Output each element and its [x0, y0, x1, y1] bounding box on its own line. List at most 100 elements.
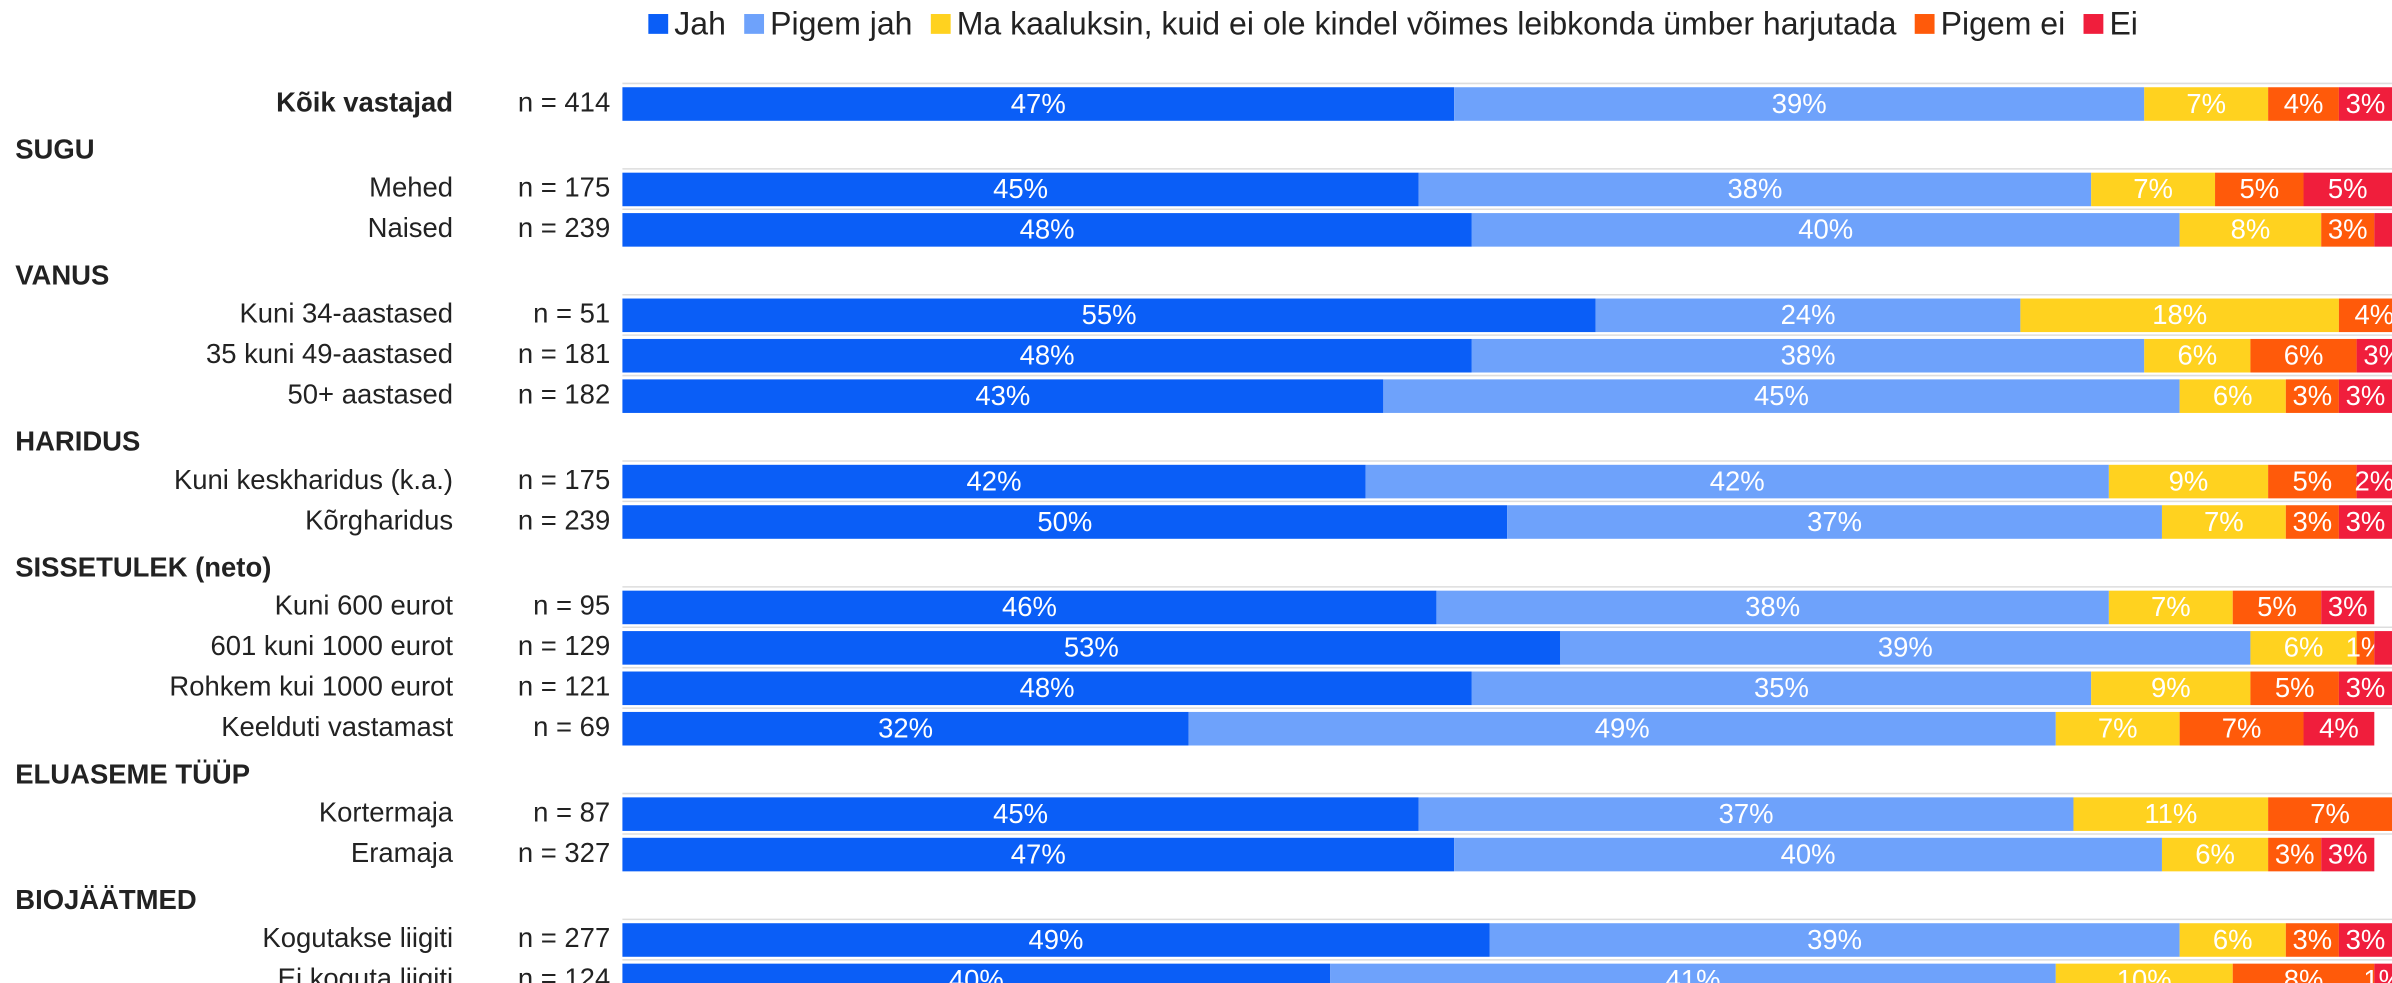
- value-label: 4%: [2284, 88, 2324, 119]
- bar-segment: [2285, 379, 2339, 413]
- bar-segment: [1507, 505, 2162, 539]
- sample-size: n = 175: [518, 464, 610, 495]
- bar-segment: [2285, 923, 2339, 957]
- bar-segment: [1560, 631, 2251, 665]
- value-label: 3%: [2328, 838, 2368, 869]
- category-label: Kortermaja: [319, 796, 454, 827]
- value-label: 3%: [2293, 506, 2333, 537]
- value-label: 3%: [2346, 88, 2386, 119]
- bar-segment: [622, 711, 1189, 746]
- category-label: 50+ aastased: [288, 378, 454, 409]
- bar-segment: [2108, 590, 2233, 625]
- legend-swatch: [2083, 14, 2104, 34]
- value-label: 42%: [1710, 465, 1765, 496]
- value-label: 4%: [2354, 299, 2392, 330]
- bar-segment: [2108, 464, 2269, 499]
- bar-segment: [2091, 671, 2251, 706]
- value-label: 41%: [1666, 964, 1721, 983]
- value-label: 3%: [2328, 591, 2368, 622]
- bar-segment: [2232, 590, 2322, 625]
- group-header: BIOJÄÄTMED: [15, 884, 196, 915]
- sample-size: n = 95: [533, 590, 610, 621]
- category-label: Kõrgharidus: [305, 504, 453, 535]
- value-label: 5%: [2293, 465, 2333, 496]
- value-label: 37%: [1807, 506, 1862, 537]
- value-label: 10%: [2117, 964, 2172, 983]
- value-label: 3%: [2293, 924, 2333, 955]
- value-label: 55%: [1082, 299, 1137, 330]
- value-label: 5%: [2328, 173, 2368, 204]
- bar-segment: [2356, 338, 2392, 373]
- sample-size: n = 327: [518, 837, 610, 868]
- value-label: 48%: [1020, 340, 1075, 371]
- bar-segment: [1471, 338, 2145, 373]
- bar-segment: [2268, 464, 2357, 499]
- group-header: SUGU: [15, 134, 94, 165]
- bar-segment: [2338, 298, 2392, 333]
- group-header: SISSETULEK (neto): [15, 552, 271, 583]
- value-label: 45%: [993, 798, 1048, 829]
- value-label: 5%: [2257, 591, 2297, 622]
- value-label: 6%: [2178, 340, 2218, 371]
- bar-segment: [2338, 87, 2392, 121]
- bar-segment: [2179, 379, 2286, 413]
- legend-label: Ma kaaluksin, kuid ei ole kindel võimes …: [957, 6, 1897, 42]
- bar-segment: [1436, 590, 2109, 625]
- value-label: 3%: [2346, 380, 2386, 411]
- value-label: 7%: [2204, 506, 2244, 537]
- sample-size: n = 129: [518, 630, 610, 661]
- value-label: 40%: [1798, 214, 1853, 245]
- bar-segment: [1365, 464, 2109, 499]
- legend-swatch: [930, 14, 951, 34]
- value-label: 3%: [2346, 506, 2386, 537]
- bar-segment: [2338, 671, 2392, 706]
- legend-label: Jah: [674, 6, 726, 42]
- value-label: 3%: [2293, 380, 2333, 411]
- value-label: 24%: [1781, 299, 1836, 330]
- value-label: 49%: [1028, 924, 1083, 955]
- value-label: 3%: [2328, 214, 2368, 245]
- bar-segment: [1330, 963, 2056, 983]
- bar-segment: [2179, 923, 2286, 957]
- value-label: 48%: [1020, 672, 1075, 703]
- value-label: 38%: [1727, 173, 1782, 204]
- sample-size: n = 69: [533, 711, 610, 742]
- value-label: 6%: [2195, 838, 2235, 869]
- bar-segment: [2321, 837, 2375, 872]
- bar-segment: [622, 505, 1508, 539]
- value-label: 35%: [1754, 672, 1809, 703]
- category-label: Rohkem kui 1000 eurot: [169, 671, 453, 702]
- sample-size: n = 239: [518, 212, 610, 243]
- value-label: 18%: [2152, 299, 2207, 330]
- sample-size: n = 175: [518, 172, 610, 203]
- bar-segment: [2250, 631, 2357, 665]
- value-label: 47%: [1011, 88, 1066, 119]
- group-header: ELUASEME TÜÜP: [15, 758, 250, 789]
- value-label: 50%: [1037, 506, 1092, 537]
- value-label: 38%: [1745, 591, 1800, 622]
- sample-size: n = 181: [518, 338, 610, 369]
- sample-size: n = 239: [518, 504, 610, 535]
- bar-segment: [2250, 338, 2357, 373]
- value-label: 4%: [2319, 712, 2359, 743]
- bar-segment: [2055, 963, 2233, 983]
- value-label: 7%: [2133, 173, 2173, 204]
- bar-segment: [2374, 213, 2392, 247]
- bar-segment: [622, 837, 1455, 872]
- sample-size: n = 124: [518, 963, 610, 983]
- bar-segment: [2321, 590, 2375, 625]
- bar-segment: [2303, 172, 2392, 207]
- category-label: Kogutakse liigiti: [262, 922, 453, 953]
- value-label: 11%: [2144, 798, 2197, 829]
- legend-swatch: [744, 14, 765, 34]
- bar-segment: [2285, 505, 2339, 539]
- bar-segment: [2338, 379, 2392, 413]
- bar-segment: [2374, 963, 2392, 983]
- category-label: Naised: [368, 212, 453, 243]
- value-label: 3%: [2275, 838, 2315, 869]
- bar-segment: [1188, 711, 2056, 746]
- value-label: 9%: [2151, 672, 2191, 703]
- bar-segment: [1489, 923, 2180, 957]
